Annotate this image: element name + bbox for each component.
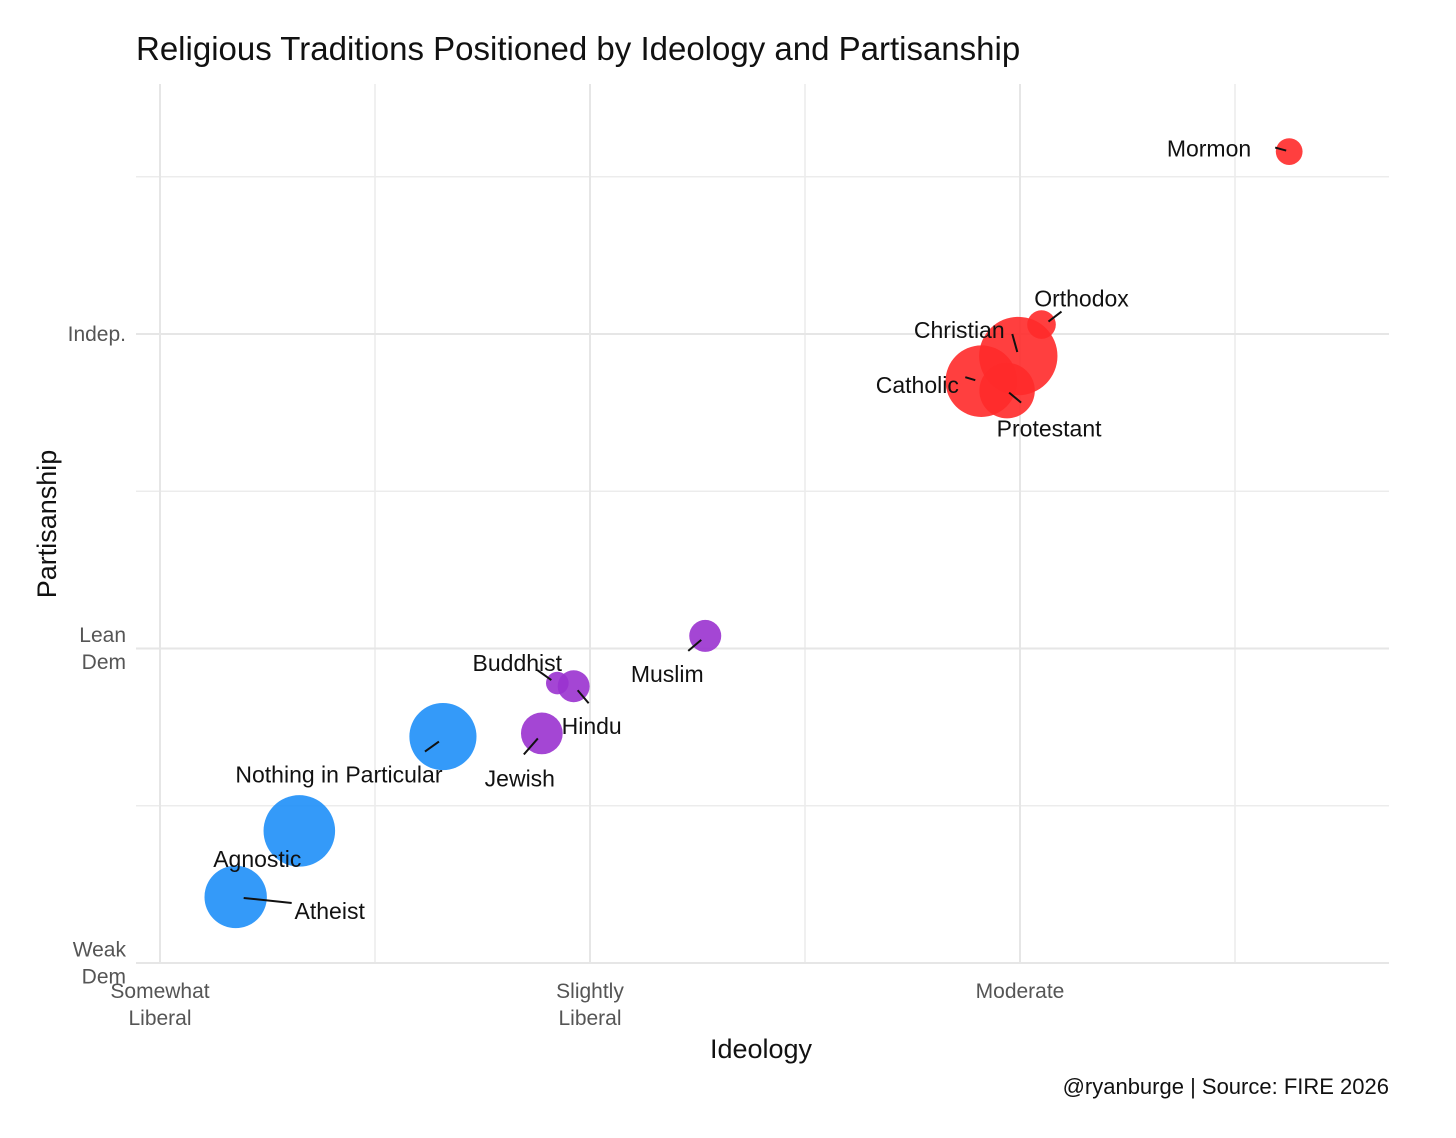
leader-nothing-in-particular [424,740,440,753]
y-axis-title: Partisanship [32,450,62,599]
leader-hindu [576,689,590,704]
leader-mormon [1274,146,1287,152]
point-labels: Mormon Orthodox Christian Catholic Protestan… [213,136,1251,924]
label-christian: Christian [914,317,1005,343]
y-tick-label-line: Weak [73,939,127,962]
leader-buddhist [536,669,552,681]
y-tick-label: Lean Dem [79,624,126,674]
leader-christian [1011,333,1019,353]
x-tick-label: Slightly Liberal [556,980,624,1030]
label-nothing-in-particular: Nothing in Particular [235,762,442,788]
gridlines [136,84,1389,964]
label-muslim: Muslim [631,661,704,687]
label-leaders [243,146,1287,904]
label-buddhist: Buddhist [473,650,563,676]
label-hindu: Hindu [562,713,622,739]
bubble-protestant [979,362,1035,419]
x-tick-label-line: Moderate [976,980,1065,1003]
leader-orthodox [1047,310,1063,323]
leader-protestant [1008,391,1022,404]
leader-atheist [243,896,292,904]
leader-catholic [965,376,976,382]
label-agnostic: Agnostic [213,846,301,872]
label-protestant: Protestant [997,416,1102,442]
label-atheist: Atheist [295,898,366,924]
chart-caption: @ryanburge | Source: FIRE 2026 [1063,1074,1389,1099]
y-tick-label-line: Lean [79,624,126,647]
y-tick-label-line: Dem [82,966,126,989]
bubble-mormon [1275,138,1303,165]
x-tick-label-line: Liberal [558,1007,621,1030]
leader-muslim [687,639,702,652]
x-tick-label-line: Slightly [556,980,624,1003]
label-orthodox: Orthodox [1034,286,1129,312]
label-catholic: Catholic [876,372,959,398]
bubble-nothing-in-particular [409,702,477,771]
leader-jewish [523,737,539,756]
bubble-orthodox [1027,310,1056,339]
y-tick-label: Indep. [68,323,126,346]
x-tick-label: Somewhat Liberal [110,980,209,1030]
bubble-agnostic [263,795,336,867]
y-tick-label: Weak Dem [73,939,127,989]
y-tick-label-line: Dem [82,651,126,674]
x-tick-label: Moderate [976,980,1065,1003]
bubble-buddhist [546,671,569,695]
y-tick-label-line: Indep. [68,323,126,346]
x-axis-title: Ideology [710,1034,813,1064]
axis-ticks: Somewhat Liberal Slightly Liberal Moderate We… [68,323,1065,1030]
chart-title: Religious Traditions Positioned by Ideol… [136,30,1020,67]
bubbles [204,138,1303,929]
bubble-jewish [520,712,563,755]
bubble-atheist [204,865,267,929]
x-tick-label-line: Somewhat [110,980,209,1003]
label-jewish: Jewish [485,765,555,791]
x-tick-label-line: Liberal [128,1007,191,1030]
label-mormon: Mormon [1167,136,1251,162]
